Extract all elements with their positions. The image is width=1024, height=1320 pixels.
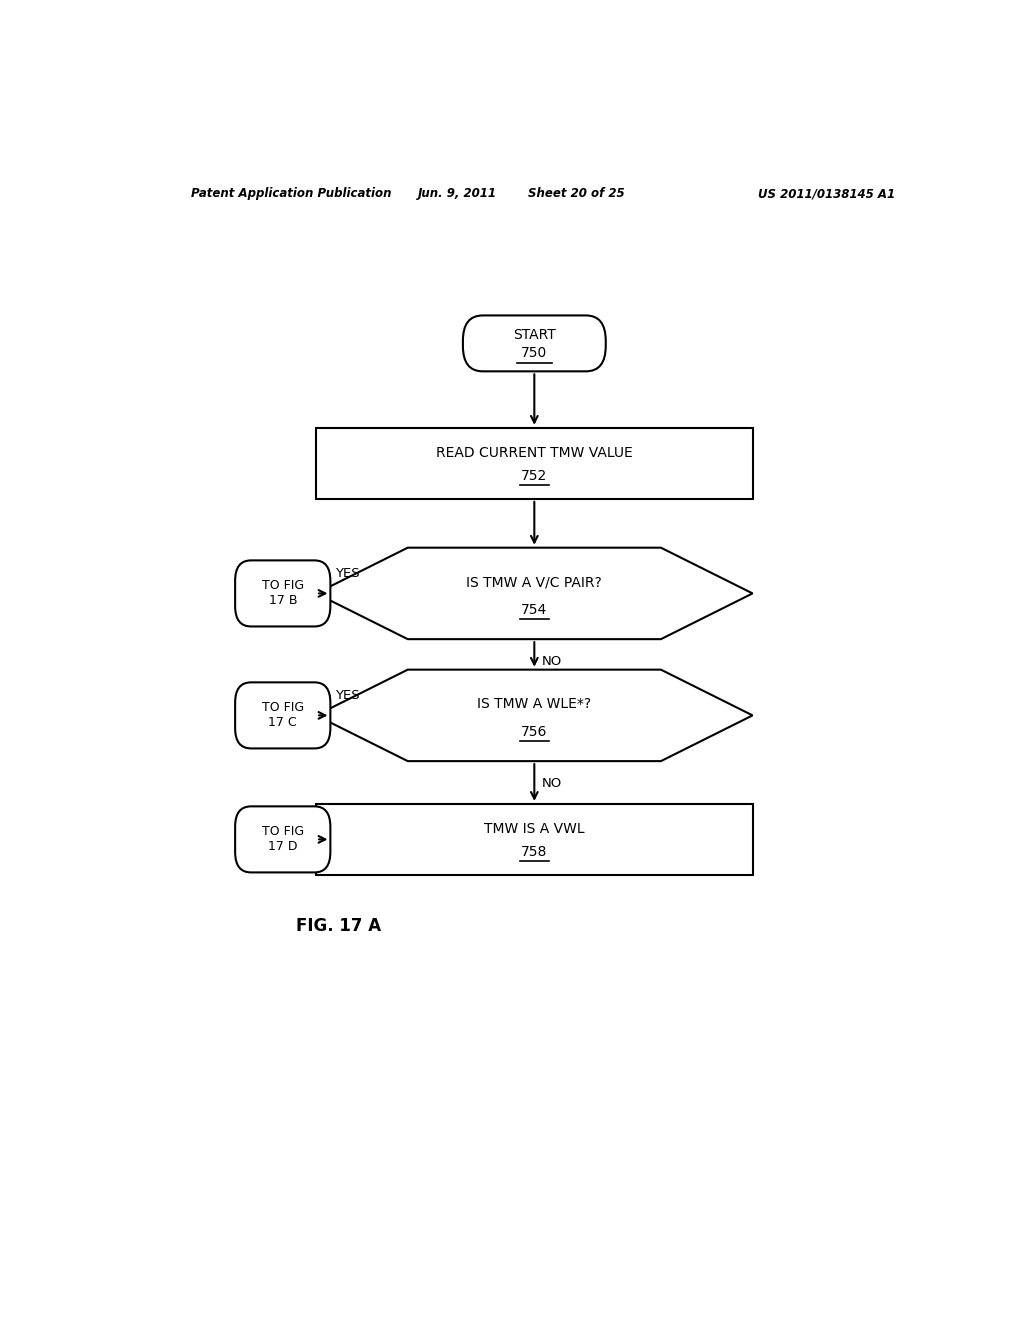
- Text: NO: NO: [542, 655, 562, 668]
- Text: 756: 756: [521, 725, 548, 739]
- Text: 754: 754: [521, 603, 548, 616]
- Text: 758: 758: [521, 845, 548, 859]
- Text: 750: 750: [521, 346, 548, 360]
- Text: FIG. 17 A: FIG. 17 A: [296, 917, 381, 935]
- Text: READ CURRENT TMW VALUE: READ CURRENT TMW VALUE: [436, 446, 633, 459]
- Text: IS TMW A WLE*?: IS TMW A WLE*?: [477, 697, 592, 711]
- FancyBboxPatch shape: [463, 315, 606, 371]
- Text: Jun. 9, 2011: Jun. 9, 2011: [418, 187, 497, 201]
- Text: IS TMW A V/C PAIR?: IS TMW A V/C PAIR?: [467, 576, 602, 590]
- Text: START: START: [513, 327, 556, 342]
- Polygon shape: [316, 548, 753, 639]
- Bar: [316, 428, 753, 499]
- Text: TO FIG
17 B: TO FIG 17 B: [262, 579, 304, 607]
- Text: Sheet 20 of 25: Sheet 20 of 25: [528, 187, 625, 201]
- Text: TMW IS A VWL: TMW IS A VWL: [484, 822, 585, 836]
- FancyBboxPatch shape: [236, 561, 331, 627]
- Text: TO FIG
17 C: TO FIG 17 C: [262, 701, 304, 730]
- Text: YES: YES: [336, 566, 360, 579]
- Text: Patent Application Publication: Patent Application Publication: [191, 187, 392, 201]
- FancyBboxPatch shape: [236, 682, 331, 748]
- Text: YES: YES: [336, 689, 360, 701]
- Polygon shape: [316, 669, 753, 762]
- Text: 752: 752: [521, 469, 548, 483]
- FancyBboxPatch shape: [236, 807, 331, 873]
- Text: US 2011/0138145 A1: US 2011/0138145 A1: [758, 187, 895, 201]
- Text: TO FIG
17 D: TO FIG 17 D: [262, 825, 304, 854]
- Text: NO: NO: [542, 777, 562, 789]
- Bar: [316, 804, 753, 875]
